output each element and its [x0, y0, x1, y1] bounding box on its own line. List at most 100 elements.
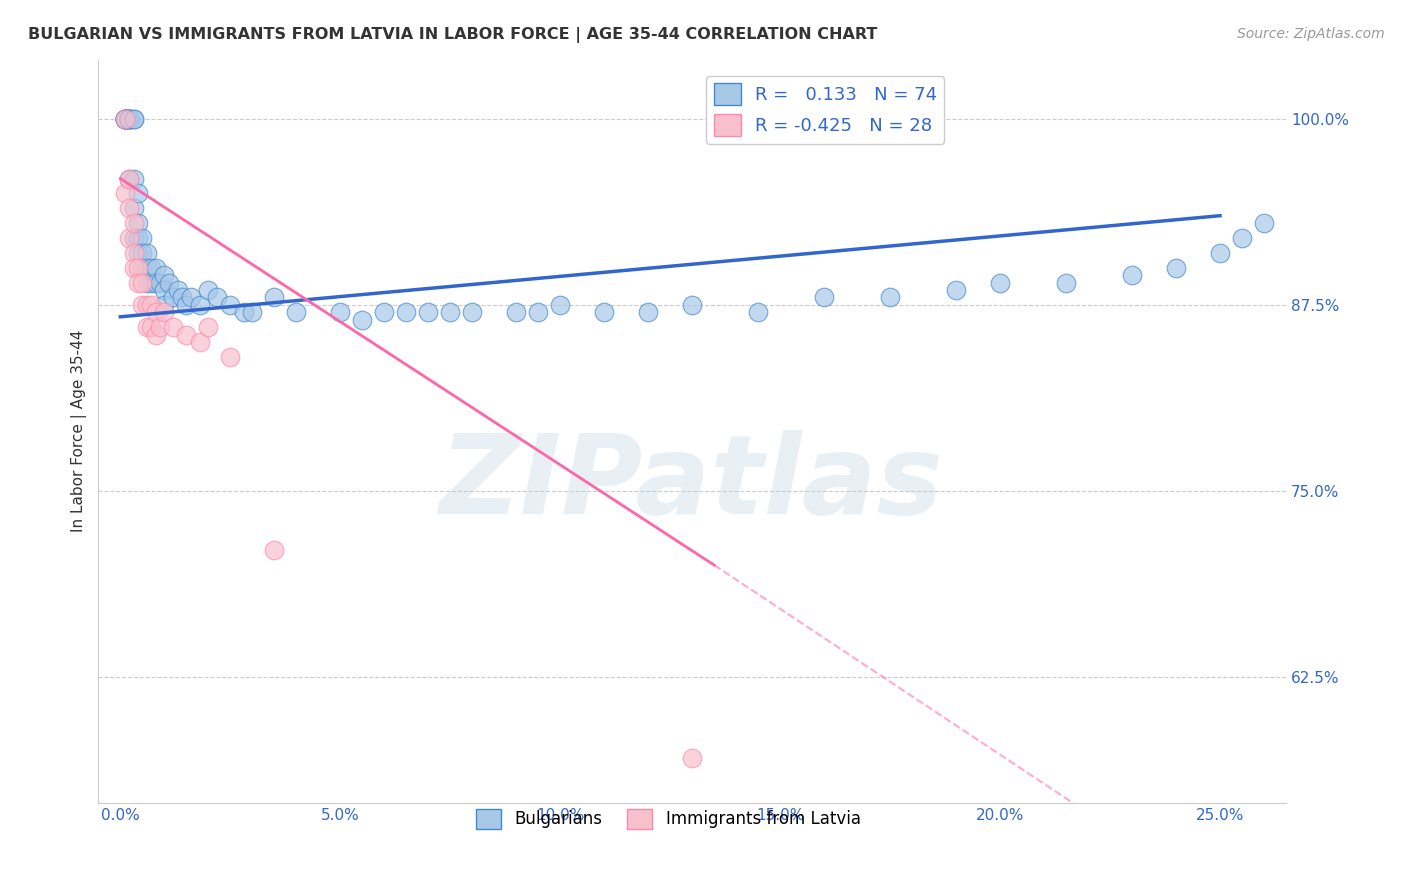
Point: [232, 305, 254, 319]
Point: [395, 305, 418, 319]
Point: [418, 305, 440, 319]
Point: [1253, 216, 1275, 230]
Point: [180, 290, 202, 304]
Point: [1054, 276, 1077, 290]
Point: [197, 320, 219, 334]
Point: [879, 290, 901, 304]
Point: [135, 260, 157, 275]
Point: [1230, 231, 1253, 245]
Point: [139, 298, 162, 312]
Point: [548, 298, 571, 312]
Point: [219, 350, 242, 364]
Point: [593, 305, 616, 319]
Point: [122, 231, 145, 245]
Point: [118, 231, 141, 245]
Point: [153, 305, 176, 319]
Point: [139, 320, 162, 334]
Text: Source: ZipAtlas.com: Source: ZipAtlas.com: [1237, 27, 1385, 41]
Point: [219, 298, 242, 312]
Point: [131, 276, 153, 290]
Point: [162, 320, 184, 334]
Point: [118, 112, 141, 126]
Point: [114, 112, 136, 126]
Point: [145, 276, 167, 290]
Point: [122, 260, 145, 275]
Point: [162, 290, 184, 304]
Point: [118, 171, 141, 186]
Point: [153, 268, 176, 282]
Point: [329, 305, 352, 319]
Point: [145, 327, 167, 342]
Point: [747, 305, 769, 319]
Y-axis label: In Labor Force | Age 35-44: In Labor Force | Age 35-44: [72, 330, 87, 533]
Point: [135, 320, 157, 334]
Point: [197, 283, 219, 297]
Point: [149, 320, 172, 334]
Point: [988, 276, 1011, 290]
Point: [118, 171, 141, 186]
Point: [118, 112, 141, 126]
Point: [118, 112, 141, 126]
Point: [188, 298, 211, 312]
Point: [1209, 245, 1232, 260]
Point: [114, 112, 136, 126]
Point: [157, 276, 180, 290]
Legend: Bulgarians, Immigrants from Latvia: Bulgarians, Immigrants from Latvia: [470, 802, 868, 836]
Point: [1164, 260, 1187, 275]
Point: [122, 216, 145, 230]
Point: [114, 112, 136, 126]
Point: [153, 283, 176, 297]
Point: [461, 305, 484, 319]
Point: [527, 305, 550, 319]
Point: [439, 305, 461, 319]
Point: [127, 276, 149, 290]
Point: [263, 290, 285, 304]
Point: [135, 245, 157, 260]
Point: [139, 260, 162, 275]
Point: [127, 260, 149, 275]
Point: [127, 186, 149, 201]
Point: [149, 276, 172, 290]
Point: [127, 216, 149, 230]
Point: [131, 298, 153, 312]
Point: [127, 231, 149, 245]
Point: [139, 276, 162, 290]
Point: [188, 334, 211, 349]
Point: [114, 112, 136, 126]
Point: [114, 112, 136, 126]
Point: [747, 811, 769, 825]
Point: [945, 283, 967, 297]
Point: [1121, 268, 1143, 282]
Point: [114, 112, 136, 126]
Point: [681, 298, 703, 312]
Text: BULGARIAN VS IMMIGRANTS FROM LATVIA IN LABOR FORCE | AGE 35-44 CORRELATION CHART: BULGARIAN VS IMMIGRANTS FROM LATVIA IN L…: [28, 27, 877, 43]
Point: [122, 112, 145, 126]
Point: [176, 298, 198, 312]
Point: [240, 305, 263, 319]
Point: [153, 298, 176, 312]
Point: [135, 276, 157, 290]
Point: [127, 245, 149, 260]
Point: [131, 231, 153, 245]
Text: ZIPatlas: ZIPatlas: [440, 430, 943, 537]
Point: [122, 171, 145, 186]
Point: [681, 751, 703, 765]
Point: [170, 290, 193, 304]
Point: [118, 112, 141, 126]
Point: [122, 201, 145, 215]
Point: [131, 260, 153, 275]
Point: [118, 112, 141, 126]
Point: [118, 201, 141, 215]
Point: [122, 245, 145, 260]
Point: [114, 186, 136, 201]
Point: [122, 112, 145, 126]
Point: [135, 298, 157, 312]
Point: [637, 305, 659, 319]
Point: [285, 305, 308, 319]
Point: [176, 327, 198, 342]
Point: [145, 260, 167, 275]
Point: [352, 312, 374, 326]
Point: [131, 245, 153, 260]
Point: [205, 290, 228, 304]
Point: [145, 305, 167, 319]
